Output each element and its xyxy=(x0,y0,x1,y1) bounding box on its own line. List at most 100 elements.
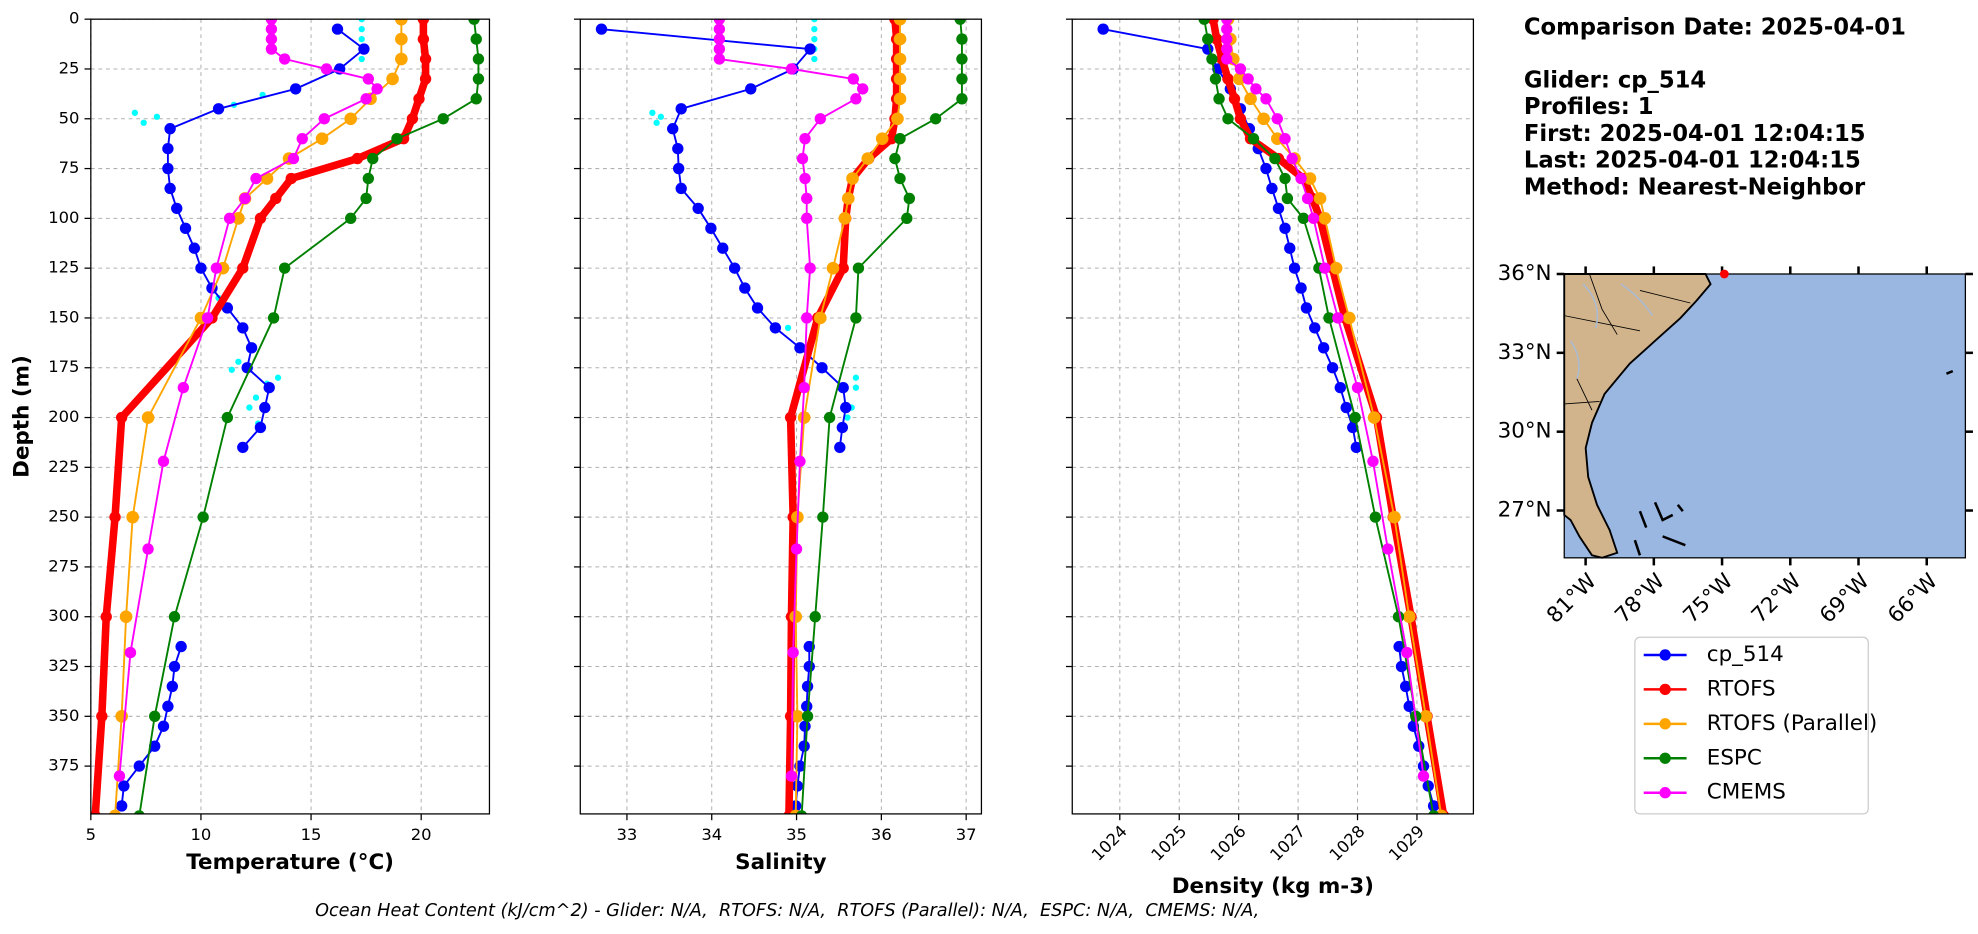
y-tick-label: 350 xyxy=(48,706,79,725)
profile-point xyxy=(362,73,375,85)
profile-point xyxy=(675,182,687,195)
profile-point xyxy=(157,455,170,468)
profile-point xyxy=(672,162,685,175)
islands xyxy=(1633,369,1954,556)
profile-point xyxy=(1221,53,1233,65)
profile-point xyxy=(901,212,913,225)
profile-point xyxy=(1260,162,1272,175)
profile-point xyxy=(1279,133,1291,145)
profile-point xyxy=(344,112,358,126)
x-tick-label: 34 xyxy=(701,825,722,844)
raw-point xyxy=(844,414,851,421)
profile-point xyxy=(837,381,849,394)
profile-point xyxy=(801,710,814,722)
profile-point xyxy=(785,63,798,75)
profile-point xyxy=(141,411,155,424)
profile-point xyxy=(801,192,813,205)
profile-point xyxy=(1301,192,1314,205)
legend-marker xyxy=(1659,683,1671,696)
borders xyxy=(1564,273,1691,411)
profile-point xyxy=(1351,381,1364,394)
profile-point xyxy=(331,23,344,35)
profile-point xyxy=(692,202,704,215)
profile-point xyxy=(1303,172,1317,185)
y-tick-label: 125 xyxy=(48,258,79,277)
raw-point xyxy=(811,55,818,63)
profile-point xyxy=(162,162,174,175)
y-tick-label: 325 xyxy=(48,656,79,675)
profile-point xyxy=(1307,212,1320,225)
profile-point xyxy=(278,262,291,274)
profile-point xyxy=(893,32,907,46)
profile-point xyxy=(223,212,236,225)
map xyxy=(1563,273,1967,559)
raw-point xyxy=(358,55,365,63)
profile-point xyxy=(1250,83,1262,95)
profile-point xyxy=(813,311,827,325)
profile-point xyxy=(956,93,968,105)
profile-point xyxy=(1367,411,1381,424)
profile-point xyxy=(1340,401,1352,414)
profile-point xyxy=(1209,73,1222,85)
profile-point xyxy=(1281,192,1294,205)
profile-point xyxy=(894,172,906,185)
profile-point xyxy=(717,242,729,254)
profile-point xyxy=(259,401,271,414)
profile-point xyxy=(875,132,889,145)
x-tick-label: 37 xyxy=(956,825,977,844)
raw-point xyxy=(235,358,242,365)
profile-point xyxy=(1417,760,1430,772)
profile-point xyxy=(804,262,816,274)
profile-point xyxy=(263,381,275,394)
profile-point xyxy=(891,112,904,126)
profile-point xyxy=(237,322,249,334)
profile-point xyxy=(705,222,717,234)
profile-point xyxy=(113,770,126,782)
profile-point xyxy=(1202,43,1214,55)
profile-point xyxy=(893,92,907,106)
legend-label: ESPC xyxy=(1707,745,1762,770)
profile-point xyxy=(852,262,865,274)
profile-point xyxy=(798,740,810,752)
raw-point xyxy=(228,366,235,373)
profile-point xyxy=(1228,93,1241,105)
profile-point xyxy=(1388,510,1401,524)
raw-point xyxy=(140,119,147,126)
profile-point xyxy=(345,212,357,225)
profile-point xyxy=(162,142,174,155)
profile-point xyxy=(816,362,828,374)
profile-point xyxy=(1288,262,1301,274)
profile-point xyxy=(1349,411,1361,424)
profile-point xyxy=(1232,72,1246,86)
profile-point xyxy=(472,53,485,65)
profile-point xyxy=(168,660,181,673)
profile-point xyxy=(745,83,757,95)
profile-point xyxy=(267,312,280,324)
y-tick-label: 75 xyxy=(59,158,80,177)
profile-point xyxy=(784,411,797,424)
profile-point xyxy=(796,152,809,165)
profile-point xyxy=(595,23,608,35)
profile-point xyxy=(1244,92,1257,106)
profile-point xyxy=(1317,342,1330,354)
profile-point xyxy=(846,172,859,185)
profile-point xyxy=(785,770,798,782)
profile-point xyxy=(803,660,815,673)
profile-point xyxy=(171,202,183,215)
profile-point xyxy=(1279,222,1291,234)
y-axis-label: Depth (m) xyxy=(10,355,35,478)
profile-point xyxy=(790,543,803,555)
profile-point xyxy=(166,680,178,693)
profile-point xyxy=(320,63,333,75)
profile-point xyxy=(1369,511,1382,523)
profile-point xyxy=(1198,19,1210,25)
raw-point xyxy=(153,113,161,120)
profile-point xyxy=(1206,53,1218,65)
raw-point xyxy=(657,113,665,120)
profile-point xyxy=(956,33,968,45)
x-tick-label: 33 xyxy=(617,825,638,844)
profile-point xyxy=(713,33,726,45)
y-tick-label: 225 xyxy=(48,457,79,476)
profile-point xyxy=(1342,311,1356,325)
x-tick-label: 36 xyxy=(871,825,892,844)
